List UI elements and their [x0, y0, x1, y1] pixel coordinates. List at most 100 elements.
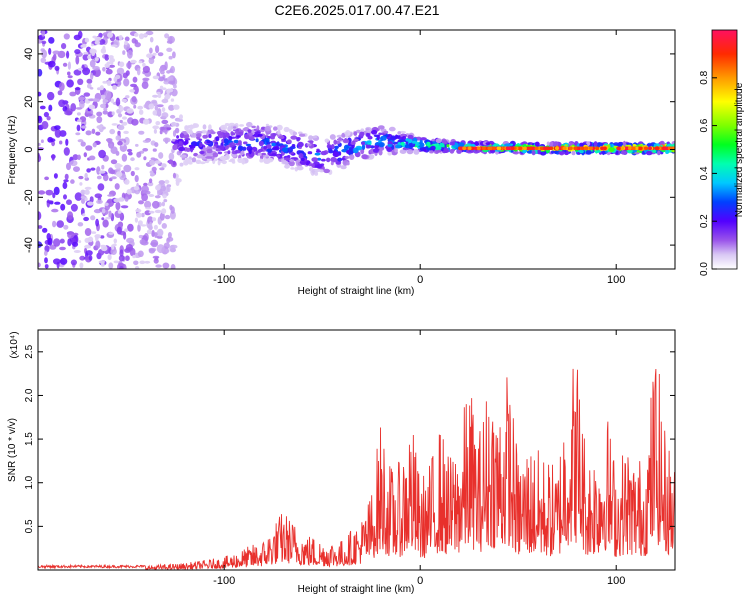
heatmap-cell-776 [134, 265, 140, 269]
heatmap-cell-448 [88, 255, 93, 261]
heatmap-cell-1113 [139, 109, 144, 115]
heatmap-cell-1233 [89, 48, 96, 54]
heatmap-cell-1864 [485, 142, 491, 146]
heatmap-cell-418 [38, 154, 42, 163]
heatmap-cell-989 [265, 144, 272, 149]
heatmap-cell-1098 [239, 124, 244, 127]
heatmap-cell-1440 [153, 224, 158, 230]
heatmap-cell-123 [157, 52, 164, 57]
heatmap-cell-1893 [212, 146, 216, 150]
heatmap-cell-172 [163, 199, 168, 203]
heatmap-cell-1244 [366, 140, 372, 143]
heatmap-cell-464 [72, 241, 79, 247]
heatmap-cell-266 [91, 128, 96, 134]
heatmap-cell-1143 [115, 171, 123, 178]
heatmap-cell-1905 [236, 135, 241, 138]
heatmap-cell-1201 [199, 150, 205, 155]
heatmap-cell-1484 [81, 43, 87, 48]
heatmap-cell-2132 [555, 146, 559, 151]
heatmap-cell-504 [161, 112, 169, 119]
heatmap-cell-798 [76, 112, 81, 116]
heatmap-cell-1340 [571, 150, 576, 156]
figure-title: C2E6.2025.017.00.47.E21 [274, 2, 439, 18]
heatmap-cell-878 [121, 121, 128, 126]
heatmap-cell-1743 [244, 134, 250, 140]
heatmap-cell-1360 [179, 162, 184, 167]
heatmap-cell-1854 [443, 147, 449, 153]
heatmap-cell-1330 [90, 215, 96, 221]
heatmap-cell-1249 [85, 113, 93, 117]
heatmap-cell-698 [220, 124, 228, 131]
heatmap-cell-1542 [223, 138, 229, 144]
heatmap-cell-1624 [151, 217, 157, 222]
heatmap-cell-536 [87, 201, 94, 206]
heatmap-cell-2101 [491, 146, 496, 151]
heatmap-cell-190 [63, 33, 70, 40]
heatmap-cell-1421 [224, 145, 229, 150]
heatmap-cell-1780 [657, 150, 661, 156]
heatmap-cell-1831 [134, 217, 138, 223]
heatmap-cell-1742 [326, 144, 332, 149]
heatmap-cell-1370 [158, 180, 165, 185]
heatmap-cell-1495 [162, 129, 167, 133]
heatmap-cell-326 [96, 199, 103, 204]
heatmap-cell-1843 [75, 132, 81, 136]
heatmap-cell-822 [117, 210, 122, 214]
heatmap-cell-1504 [631, 149, 638, 153]
heatmap-cell-1149 [361, 144, 366, 151]
heatmap-cell-1732 [594, 150, 602, 153]
heatmap-cell-303 [53, 173, 58, 179]
heatmap-cell-1741 [360, 128, 365, 133]
heatmap-cell-1708 [422, 148, 427, 152]
heatmap-cell-136 [164, 214, 171, 220]
heatmap-cell-272 [95, 218, 99, 227]
heatmap-cell-2082 [588, 146, 593, 151]
heatmap-cell-1401 [251, 125, 256, 129]
heatmap-cell-178 [67, 61, 71, 70]
heatmap-cell-1259 [79, 262, 84, 269]
heatmap-cell-475 [159, 211, 165, 221]
heatmap-cell-53 [83, 152, 88, 158]
heatmap-cell-802 [77, 139, 84, 143]
heatmap-cell-1736 [199, 161, 206, 165]
heatmap-cell-92 [66, 162, 71, 171]
heatmap-cell-1706 [80, 196, 85, 199]
heatmap-cell-853 [78, 96, 86, 101]
spectrogram-ytick-label-4: 40 [23, 48, 35, 60]
heatmap-cell-1323 [249, 135, 255, 141]
heatmap-cell-1918 [346, 161, 350, 166]
heatmap-cell-1641 [399, 139, 406, 142]
heatmap-cell-1464 [284, 164, 290, 169]
spectrogram-ticks: -100 0 100 -40 -20 0 20 40 [23, 30, 675, 286]
heatmap-cell-407 [47, 237, 53, 246]
heatmap-cell-43 [164, 33, 170, 39]
heatmap-cell-1240 [121, 98, 128, 103]
heatmap-cell-700 [110, 98, 114, 104]
heatmap-cell-164 [126, 49, 133, 59]
heatmap-cell-1474 [380, 135, 387, 141]
heatmap-cell-446 [86, 168, 91, 173]
heatmap-cell-1737 [246, 145, 253, 152]
heatmap-cell-904 [155, 121, 161, 126]
heatmap-cell-202 [116, 81, 122, 86]
heatmap-cell-424 [130, 83, 137, 88]
heatmap-cell-1476 [387, 141, 393, 145]
heatmap-cell-1682 [406, 149, 414, 155]
heatmap-cell-1763 [353, 131, 358, 136]
heatmap-cell-1222 [142, 62, 146, 67]
heatmap-cell-497 [142, 77, 150, 82]
heatmap-cell-240 [119, 249, 124, 257]
heatmap-cell-1702 [113, 260, 120, 264]
heatmap-cell-1884 [79, 182, 83, 186]
heatmap-cell-1568 [102, 126, 106, 130]
heatmap-cell-95 [69, 160, 78, 167]
heatmap-cell-1404 [369, 154, 375, 160]
heatmap-cell-467 [156, 244, 165, 254]
heatmap-cell-1896 [245, 143, 252, 147]
heatmap-cell-1882 [178, 146, 186, 152]
heatmap-cell-1900 [442, 140, 447, 144]
heatmap-cell-814 [208, 124, 212, 131]
heatmap-cell-79 [41, 49, 47, 59]
heatmap-cell-1757 [627, 149, 633, 154]
heatmap-cell-378 [136, 151, 142, 158]
